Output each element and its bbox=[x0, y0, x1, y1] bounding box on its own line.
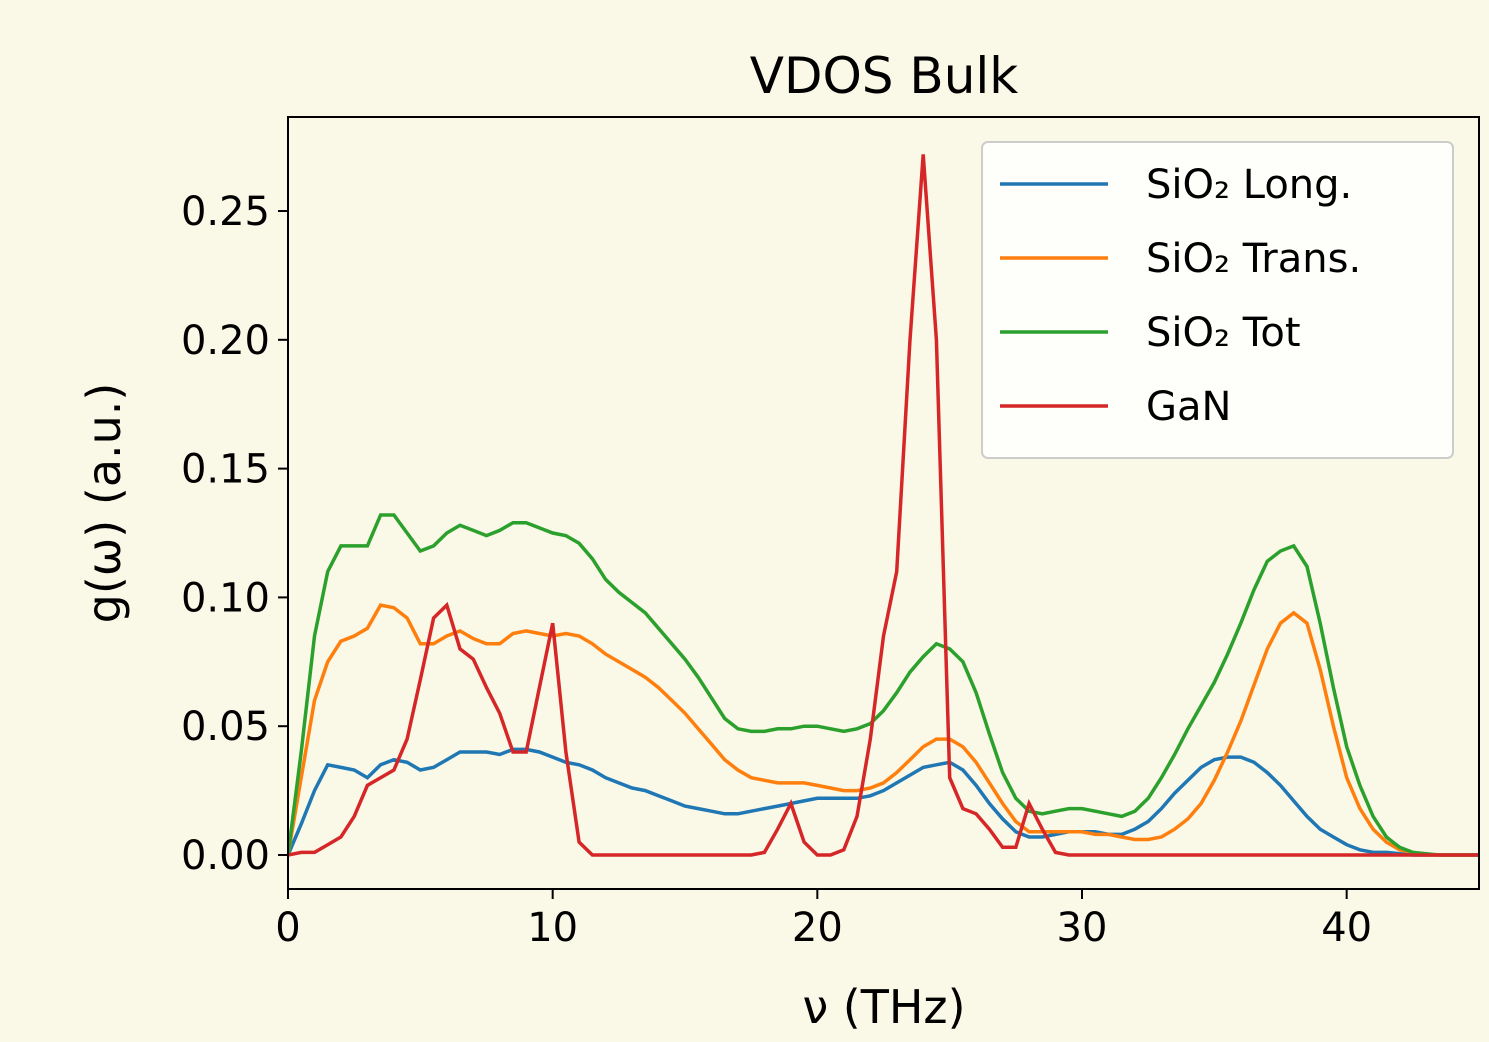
y-axis-label: g(ω) (a.u.) bbox=[77, 383, 131, 624]
plot-frame bbox=[287, 116, 1480, 890]
x-tick-label: 40 bbox=[1321, 905, 1372, 951]
legend: SiO₂ Long. SiO₂ Trans. SiO₂ Tot GaN bbox=[981, 141, 1454, 459]
legend-box bbox=[981, 141, 1454, 459]
x-axis-label: ν (THz) bbox=[802, 980, 965, 1034]
y-tick-label: 0.20 bbox=[181, 318, 270, 364]
legend-label: SiO₂ Long. bbox=[1146, 162, 1352, 208]
series-line bbox=[288, 603, 1479, 857]
chart-title: VDOS Bulk bbox=[750, 47, 1019, 105]
plot-area bbox=[288, 154, 1479, 857]
x-tick-label: 20 bbox=[792, 905, 843, 951]
y-tick-label: 0.15 bbox=[181, 447, 270, 493]
legend-label: SiO₂ Trans. bbox=[1146, 236, 1361, 282]
series-line bbox=[288, 747, 1479, 857]
x-tick-label: 0 bbox=[275, 905, 300, 951]
y-tick-label: 0.00 bbox=[181, 833, 270, 879]
x-tick-label: 10 bbox=[527, 905, 578, 951]
series-line bbox=[288, 513, 1479, 857]
x-tick-label: 30 bbox=[1057, 905, 1108, 951]
y-tick-label: 0.10 bbox=[181, 575, 270, 621]
legend-label: SiO₂ Tot bbox=[1146, 310, 1301, 356]
legend-label: GaN bbox=[1146, 384, 1231, 430]
y-tick-label: 0.25 bbox=[181, 189, 270, 235]
y-tick-label: 0.05 bbox=[181, 704, 270, 750]
series-line bbox=[288, 154, 1479, 857]
